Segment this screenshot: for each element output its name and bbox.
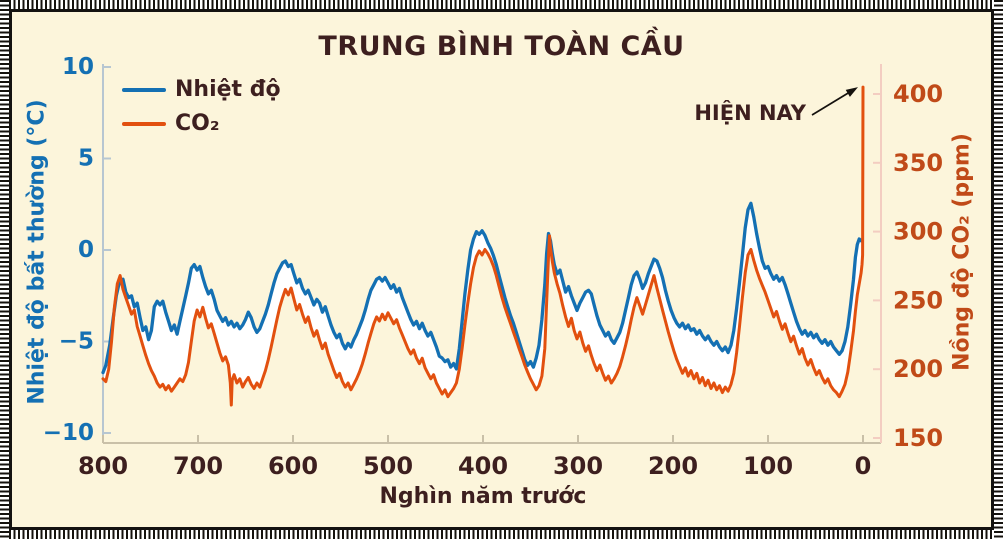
legend-label-temperature: Nhiệt độ — [175, 77, 281, 102]
co2-line-swatch — [122, 122, 166, 126]
co2-fill — [103, 87, 863, 443]
right-axis-tick-label: 200 — [893, 355, 943, 383]
frame-stripes-right — [994, 0, 1003, 539]
x-axis-tick-label: 200 — [648, 452, 698, 480]
right-axis-tick-label: 300 — [893, 218, 943, 246]
co2-line — [101, 85, 865, 407]
chart-title: TRUNG BÌNH TOÀN CẦU — [318, 31, 685, 62]
frame-stripes-left — [0, 0, 9, 539]
temperature-line — [101, 201, 864, 375]
left-axis-tick-label: −10 — [43, 420, 94, 446]
right-axis-tick-label: 350 — [893, 149, 943, 177]
x-axis-tick-label: 600 — [268, 452, 318, 480]
x-axis-title: Nghìn năm trước — [379, 484, 587, 509]
legend-item-co2: CO₂ — [122, 111, 219, 137]
left-axis-title: Nhiệt độ bất thường (°C) — [24, 99, 50, 405]
present-day-annotation: HIỆN NAY — [694, 101, 806, 125]
left-axis-tick-label: −5 — [59, 329, 94, 355]
x-axis-tick-label: 800 — [78, 452, 128, 480]
x-axis-tick-label: 400 — [458, 452, 508, 480]
frame-stripes-top — [9, 0, 994, 9]
annotation-arrow-head — [845, 87, 858, 97]
frame-stripes-bottom — [9, 530, 994, 539]
x-axis-tick-label: 300 — [553, 452, 603, 480]
left-axis-tick-label: 0 — [78, 237, 94, 263]
x-axis-tick-label: 0 — [855, 452, 872, 480]
x-axis-tick-label: 700 — [173, 452, 223, 480]
left-axis-tick-label: 5 — [78, 146, 94, 172]
x-axis-tick-label: 500 — [363, 452, 413, 480]
x-axis-tick-label: 100 — [743, 452, 793, 480]
right-axis-title: Nồng độ CO₂ (ppm) — [949, 133, 975, 371]
right-axis-tick-label: 250 — [893, 286, 943, 314]
annotation-arrow-line — [811, 92, 849, 116]
right-axis-tick-label: 150 — [893, 424, 943, 452]
legend-item-temperature: Nhiệt độ — [122, 77, 281, 103]
legend-label-co2: CO₂ — [175, 111, 220, 136]
right-axis-tick-label: 400 — [893, 80, 943, 108]
left-axis-tick-label: 10 — [62, 54, 94, 80]
temperature-line-swatch — [122, 88, 166, 92]
